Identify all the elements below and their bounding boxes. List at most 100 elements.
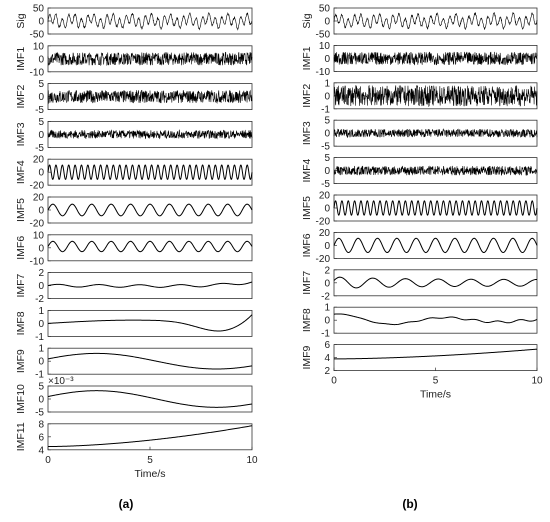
axes-box [333,344,538,372]
subplot-imf7: 2 0 -2 IMF7 [301,265,538,302]
series-label: IMF2 [301,84,313,108]
y-tick-label: 5 [324,116,330,127]
y-tick-label: 0 [324,204,330,215]
y-tick-label: 1 [324,303,330,314]
y-tick-label: 6 [38,432,44,443]
y-tick-label: 10 [33,41,45,52]
y-tick-label: 2 [324,366,330,377]
series-label: IMF5 [15,198,27,222]
y-tick-label: 8 [38,419,44,430]
axes-box [47,385,253,413]
y-tick-label: -10 [316,67,331,78]
series-label: IMF1 [301,46,313,70]
subplot-imf2: 5 0 -5 IMF2 [15,79,253,116]
y-tick-label: 1 [38,306,44,317]
series-label: IMF2 [15,84,27,108]
y-tick-label: 5 [324,153,330,164]
series-line [48,425,253,448]
x-tick-label: 10 [246,455,258,466]
series-line [333,237,538,254]
series-line [333,165,538,176]
subplot-imf3: 5 0 -5 IMF3 [301,116,538,153]
x-axis-label: Time/s [134,468,165,480]
y-tick-label: 50 [33,4,45,15]
series-line [47,51,253,67]
y-tick-label: 0 [324,17,330,28]
y-tick-label: 0 [324,278,330,289]
series-label: IMF7 [15,273,27,297]
y-tick-label: 0 [38,319,44,330]
y-tick-label: 0 [324,316,330,327]
series-line [47,203,253,217]
subplot-imf11: 8 6 4 IMF11 [15,419,253,456]
subplot-imf9: 6 4 2 IMF9 [301,340,538,377]
x-tick-label: 0 [45,455,51,466]
series-label: IMF4 [15,160,27,184]
series-label: Sig [15,13,27,28]
subplot-imf3: 5 0 -5 IMF3 [15,117,253,154]
y-tick-label: 0 [38,281,44,292]
x-tick-label: 5 [147,455,153,466]
y-tick-label: 0 [324,91,330,102]
y-tick-label: -5 [321,142,330,153]
axes-box [333,306,538,334]
y-tick-label: 0 [38,92,44,103]
y-tick-label: -1 [35,370,44,381]
series-label: IMF8 [15,311,27,335]
series-line [47,89,253,104]
y-tick-label: 0 [38,357,44,368]
subplot-imf8: 1 0 -1 IMF8 [15,306,253,343]
y-tick-label: -5 [35,105,44,116]
caption-b: (b) [402,497,417,511]
series-line [333,51,538,66]
series-line [47,281,253,288]
y-tick-label: 5 [38,79,44,90]
series-label: IMF3 [15,122,27,146]
series-label: IMF5 [301,196,313,220]
panel-a: 500-50Sig100-10IMF150-5IMF250-5IMF3200-2… [15,4,258,480]
y-tick-label: -20 [316,254,331,265]
series-label: IMF7 [301,271,313,295]
series-line [47,352,253,370]
y-tick-label: 0 [38,243,44,254]
series-label: IMF10 [15,384,27,414]
series-label: IMF9 [301,345,313,369]
series-line [47,11,253,31]
series-label: Sig [301,13,313,28]
series-line [47,390,253,408]
y-tick-label: 20 [319,191,331,202]
axes-box [47,234,253,262]
y-tick-label: 20 [319,228,331,239]
y-tick-label: -10 [30,67,45,78]
subplot-imf2: 1 0 -1 IMF2 [301,78,538,115]
series-line [47,129,253,140]
y-tick-label: 0 [38,54,44,65]
y-tick-label: -1 [35,332,44,343]
x-tick-label: 0 [331,376,337,387]
caption-a: (a) [119,497,134,511]
y-tick-label: 0 [324,241,330,252]
axes-box [333,231,538,259]
y-tick-label: -2 [35,294,44,305]
subplot-imf9: 1 0 -1 IMF9 [15,344,253,381]
y-tick-label: 0 [38,395,44,406]
y-tick-label: 0 [38,130,44,141]
y-tick-label: 20 [33,193,45,204]
y-tick-label: 0 [38,168,44,179]
y-tick-label: 10 [319,41,331,52]
y-tick-label: 0 [324,129,330,140]
y-tick-label: 0 [38,206,44,217]
series-line [47,314,253,332]
axes-box [47,196,253,224]
y-tick-label: 2 [324,265,330,276]
y-tick-label: -2 [321,291,330,302]
